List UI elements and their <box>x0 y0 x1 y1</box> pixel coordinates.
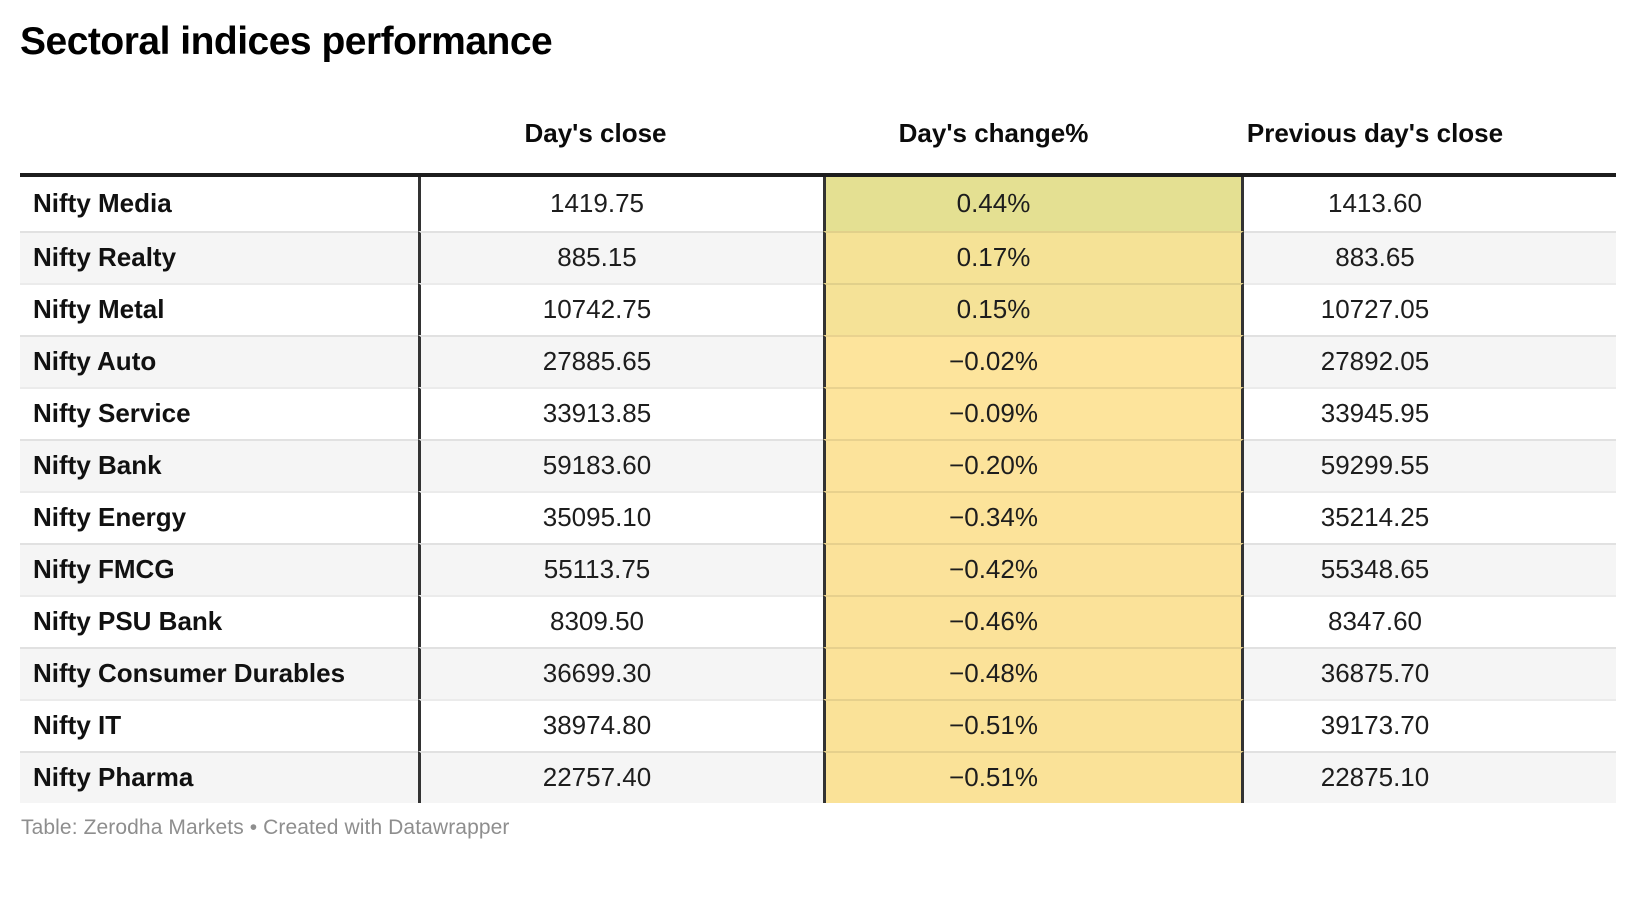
row-label: Nifty FMCG <box>20 542 418 595</box>
table-row: Nifty Energy 35095.10 −0.34% 35214.25 <box>20 490 1616 543</box>
days-change-cell: −0.02% <box>823 334 1244 387</box>
column-header-index <box>20 64 418 177</box>
table-row: Nifty PSU Bank 8309.50 −0.46% 8347.60 <box>20 594 1616 647</box>
prev-close-cell: 55348.65 <box>1244 542 1616 595</box>
row-label: Nifty Pharma <box>20 750 418 803</box>
table-row: Nifty Pharma 22757.40 −0.51% 22875.10 <box>20 750 1616 803</box>
prev-close-cell: 35214.25 <box>1244 490 1616 543</box>
prev-close-cell: 8347.60 <box>1244 594 1616 647</box>
days-change-cell: −0.51% <box>823 750 1244 803</box>
row-label: Nifty IT <box>20 698 418 751</box>
page-title: Sectoral indices performance <box>20 20 553 63</box>
days-close-cell: 10742.75 <box>418 282 823 335</box>
days-close-cell: 8309.50 <box>418 594 823 647</box>
prev-close-cell: 36875.70 <box>1244 646 1616 699</box>
table-row: Nifty Realty 885.15 0.17% 883.65 <box>20 230 1616 283</box>
days-change-cell: −0.20% <box>823 438 1244 491</box>
table-row: Nifty Service 33913.85 −0.09% 33945.95 <box>20 386 1616 439</box>
table-row: Nifty Consumer Durables 36699.30 −0.48% … <box>20 646 1616 699</box>
days-change-cell: 0.44% <box>823 176 1244 231</box>
footer-table-prefix: Table: <box>21 815 84 839</box>
days-close-cell: 36699.30 <box>418 646 823 699</box>
days-change-cell: −0.51% <box>823 698 1244 751</box>
days-close-cell: 22757.40 <box>418 750 823 803</box>
datawrapper-link[interactable]: Datawrapper <box>388 815 510 839</box>
source-link[interactable]: Zerodha Markets <box>83 815 244 839</box>
days-close-cell: 59183.60 <box>418 438 823 491</box>
table-row: Nifty Bank 59183.60 −0.20% 59299.55 <box>20 438 1616 491</box>
row-label: Nifty Bank <box>20 438 418 491</box>
row-label: Nifty Auto <box>20 334 418 387</box>
days-change-cell: 0.17% <box>823 230 1244 283</box>
days-close-cell: 35095.10 <box>418 490 823 543</box>
prev-close-cell: 27892.05 <box>1244 334 1616 387</box>
footer-credit-prefix: Created with <box>263 815 389 839</box>
days-close-cell: 885.15 <box>418 230 823 283</box>
prev-close-cell: 59299.55 <box>1244 438 1616 491</box>
row-label: Nifty Media <box>33 188 172 219</box>
row-label: Nifty Consumer Durables <box>20 646 418 699</box>
row-label: Nifty Realty <box>20 230 418 283</box>
table-row: Nifty Metal 10742.75 0.15% 10727.05 <box>20 282 1616 335</box>
table-row: Nifty Auto 27885.65 −0.02% 27892.05 <box>20 334 1616 387</box>
prev-close-cell: 22875.10 <box>1244 750 1616 803</box>
row-label: Nifty Metal <box>20 282 418 335</box>
footer-attribution: Table: Zerodha Markets • Created with Da… <box>20 816 1616 840</box>
header-row: Day's close Day's change% Previous day's… <box>20 64 1616 177</box>
row-label: Nifty Energy <box>20 490 418 543</box>
days-change-cell: −0.34% <box>823 490 1244 543</box>
prev-close-cell: 39173.70 <box>1244 698 1616 751</box>
prev-close-cell: 883.65 <box>1244 230 1616 283</box>
table-row: Nifty Media 1419.75 0.44% 1413.60 <box>20 176 1616 231</box>
days-close-cell: 27885.65 <box>418 334 823 387</box>
days-change-cell: −0.42% <box>823 542 1244 595</box>
days-close-cell: 55113.75 <box>418 542 823 595</box>
sector-indices-table: Day's close Day's change% Previous day's… <box>20 64 1616 803</box>
prev-close-cell: 10727.05 <box>1244 282 1616 335</box>
days-change-cell: −0.09% <box>823 386 1244 439</box>
days-close-cell: 38974.80 <box>418 698 823 751</box>
table-row: Nifty FMCG 55113.75 −0.42% 55348.65 <box>20 542 1616 595</box>
days-change-cell: 0.15% <box>823 282 1244 335</box>
days-close-cell: 1419.75 <box>418 176 823 231</box>
column-header-days-change: Day's change% <box>823 64 1244 177</box>
table-row: Nifty IT 38974.80 −0.51% 39173.70 <box>20 698 1616 751</box>
prev-close-cell: 33945.95 <box>1244 386 1616 439</box>
column-header-days-close: Day's close <box>418 64 823 177</box>
days-change-cell: −0.48% <box>823 646 1244 699</box>
days-change-cell: −0.46% <box>823 594 1244 647</box>
prev-close-cell: 1413.60 <box>1328 188 1422 219</box>
row-label: Nifty PSU Bank <box>20 594 418 647</box>
footer-separator: • <box>243 815 264 839</box>
column-header-previous-close: Previous day's close <box>1244 64 1616 177</box>
row-label: Nifty Service <box>20 386 418 439</box>
days-close-cell: 33913.85 <box>418 386 823 439</box>
